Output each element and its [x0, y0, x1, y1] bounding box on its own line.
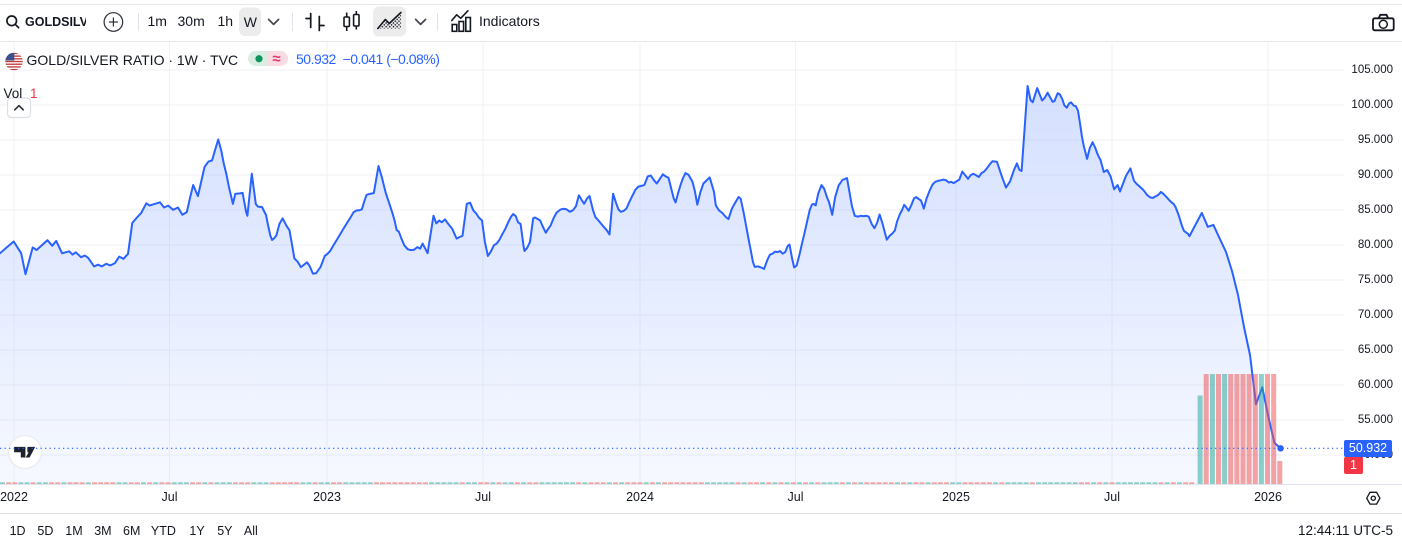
svg-text:≈: ≈	[272, 51, 280, 67]
